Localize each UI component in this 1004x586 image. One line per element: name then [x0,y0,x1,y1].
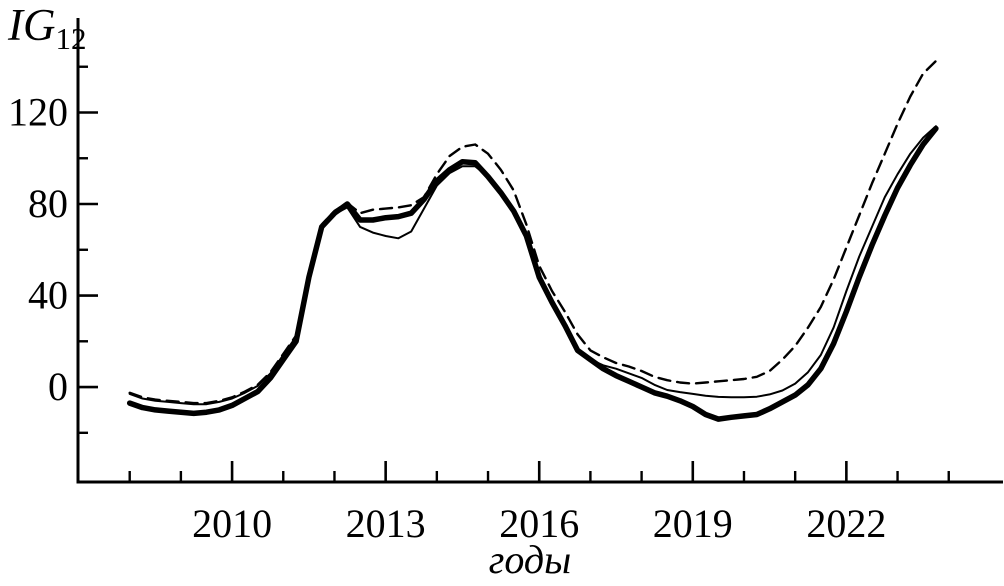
x-tick-label: 2022 [806,501,886,546]
x-tick-label: 2013 [346,501,426,546]
y-axis-title-main: IG [7,0,55,50]
y-axis-title-subscript: 12 [55,21,86,56]
y-tick-label: 0 [48,364,68,409]
x-axis-title: годы [489,537,571,582]
x-tick-label: 2016 [499,501,579,546]
x-tick-label: 2010 [192,501,272,546]
series-dashed [128,59,938,405]
y-tick-label: 120 [8,89,68,134]
y-tick-label: 80 [28,181,68,226]
y-tick-label: 40 [28,273,68,318]
series-bold-solid [126,125,939,422]
x-tick-label: 2019 [653,501,733,546]
y-axis-title: IG12 [7,0,86,56]
